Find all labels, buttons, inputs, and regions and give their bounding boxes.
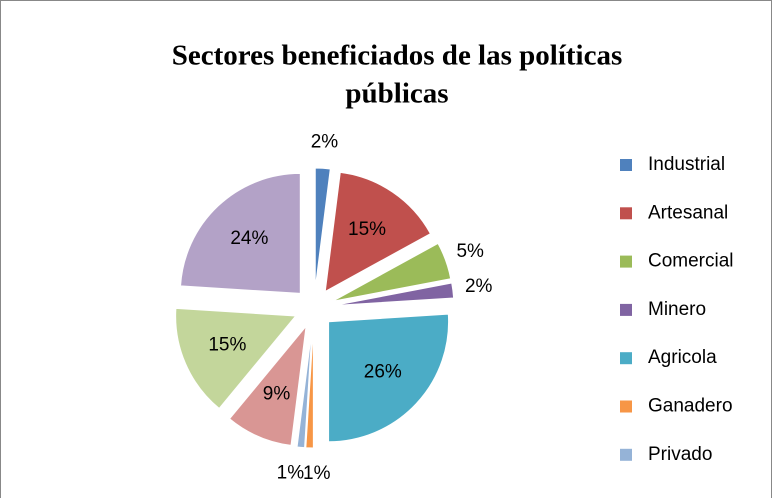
pie-slice bbox=[175, 307, 297, 410]
pie-slice bbox=[228, 324, 307, 446]
chart-title: Sectores beneficiados de las políticas bbox=[172, 40, 623, 72]
legend-label: Ganadero bbox=[648, 396, 733, 417]
data-label: 2% bbox=[311, 131, 339, 152]
pie-slice bbox=[324, 171, 432, 293]
pie-slice bbox=[333, 282, 455, 306]
data-label: 26% bbox=[364, 362, 402, 383]
legend-label: Artesanal bbox=[648, 202, 728, 223]
data-label: 15% bbox=[208, 335, 246, 356]
legend-swatch bbox=[620, 400, 632, 413]
legend-label: Minero bbox=[648, 299, 706, 320]
chart-title: públicas bbox=[345, 78, 448, 110]
pie-slice bbox=[328, 313, 450, 443]
data-label: 2% bbox=[465, 276, 493, 297]
data-label: 15% bbox=[348, 219, 386, 240]
pie-slice bbox=[332, 242, 452, 302]
legend-label: Agricola bbox=[648, 347, 717, 368]
data-label: 5% bbox=[456, 241, 484, 262]
pie-slice bbox=[296, 327, 313, 449]
pie-slice bbox=[314, 167, 331, 289]
data-label: 9% bbox=[263, 384, 291, 405]
data-label: 1% bbox=[303, 463, 331, 484]
legend-swatch bbox=[620, 303, 632, 316]
data-label: 24% bbox=[230, 228, 268, 249]
data-label: 1% bbox=[277, 462, 305, 483]
legend-swatch bbox=[620, 159, 632, 171]
legend-swatch bbox=[620, 255, 632, 268]
legend-label: Comercial bbox=[648, 251, 734, 272]
pie-slice bbox=[180, 172, 301, 294]
pie-slice bbox=[305, 327, 314, 449]
legend-swatch bbox=[620, 207, 632, 220]
legend-label: Privado bbox=[648, 444, 712, 465]
legend-swatch bbox=[620, 352, 632, 365]
legend-label: Industrial bbox=[648, 154, 725, 175]
legend-swatch bbox=[620, 448, 632, 461]
